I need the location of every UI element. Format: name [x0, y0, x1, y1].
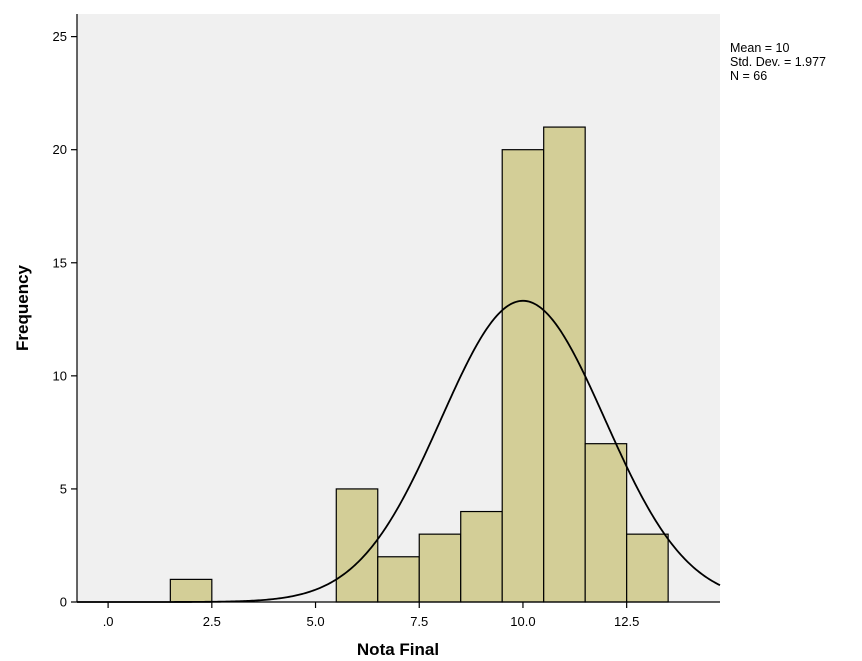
x-tick-label-2: 5.0 — [306, 614, 324, 629]
x-axis-title: Nota Final — [357, 640, 439, 659]
histogram-bar-8 — [584, 443, 628, 603]
histogram-bar-5 — [460, 510, 503, 603]
y-axis-title: Frequency — [13, 264, 32, 351]
x-tick-label-0: .0 — [103, 614, 114, 629]
ticks-group: 0 5 10 15 20 25 .0 2.5 5.0 7.5 10.0 12.5 — [53, 29, 640, 629]
x-tick-label-1: 2.5 — [203, 614, 221, 629]
x-tick-label-3: 7.5 — [410, 614, 428, 629]
y-tick-label-5: 25 — [53, 29, 67, 44]
histogram-bar-6 — [501, 149, 545, 603]
histogram-bar-1 — [169, 578, 213, 603]
histogram-bar-9 — [626, 533, 669, 603]
histogram-bar-3 — [377, 556, 420, 603]
histogram-bar-7 — [543, 126, 586, 603]
axes-group — [76, 14, 720, 603]
x-tick-label-4: 10.0 — [510, 614, 535, 629]
histogram-bar-4 — [418, 533, 462, 603]
x-tick-label-5: 12.5 — [614, 614, 639, 629]
stats-box: Mean = 10 Std. Dev. = 1.977 N = 66 — [730, 41, 826, 83]
stats-n: N = 66 — [730, 69, 767, 83]
y-tick-label-0: 0 — [60, 595, 67, 610]
y-tick-label-3: 15 — [53, 255, 67, 270]
y-tick-label-2: 10 — [53, 368, 67, 383]
stats-mean: Mean = 10 — [730, 41, 789, 55]
y-tick-label-4: 20 — [53, 142, 67, 157]
y-tick-label-1: 5 — [60, 481, 67, 496]
histogram-bar-2 — [335, 488, 379, 603]
bars-group — [169, 126, 669, 603]
stats-std-dev: Std. Dev. = 1.977 — [730, 55, 826, 69]
